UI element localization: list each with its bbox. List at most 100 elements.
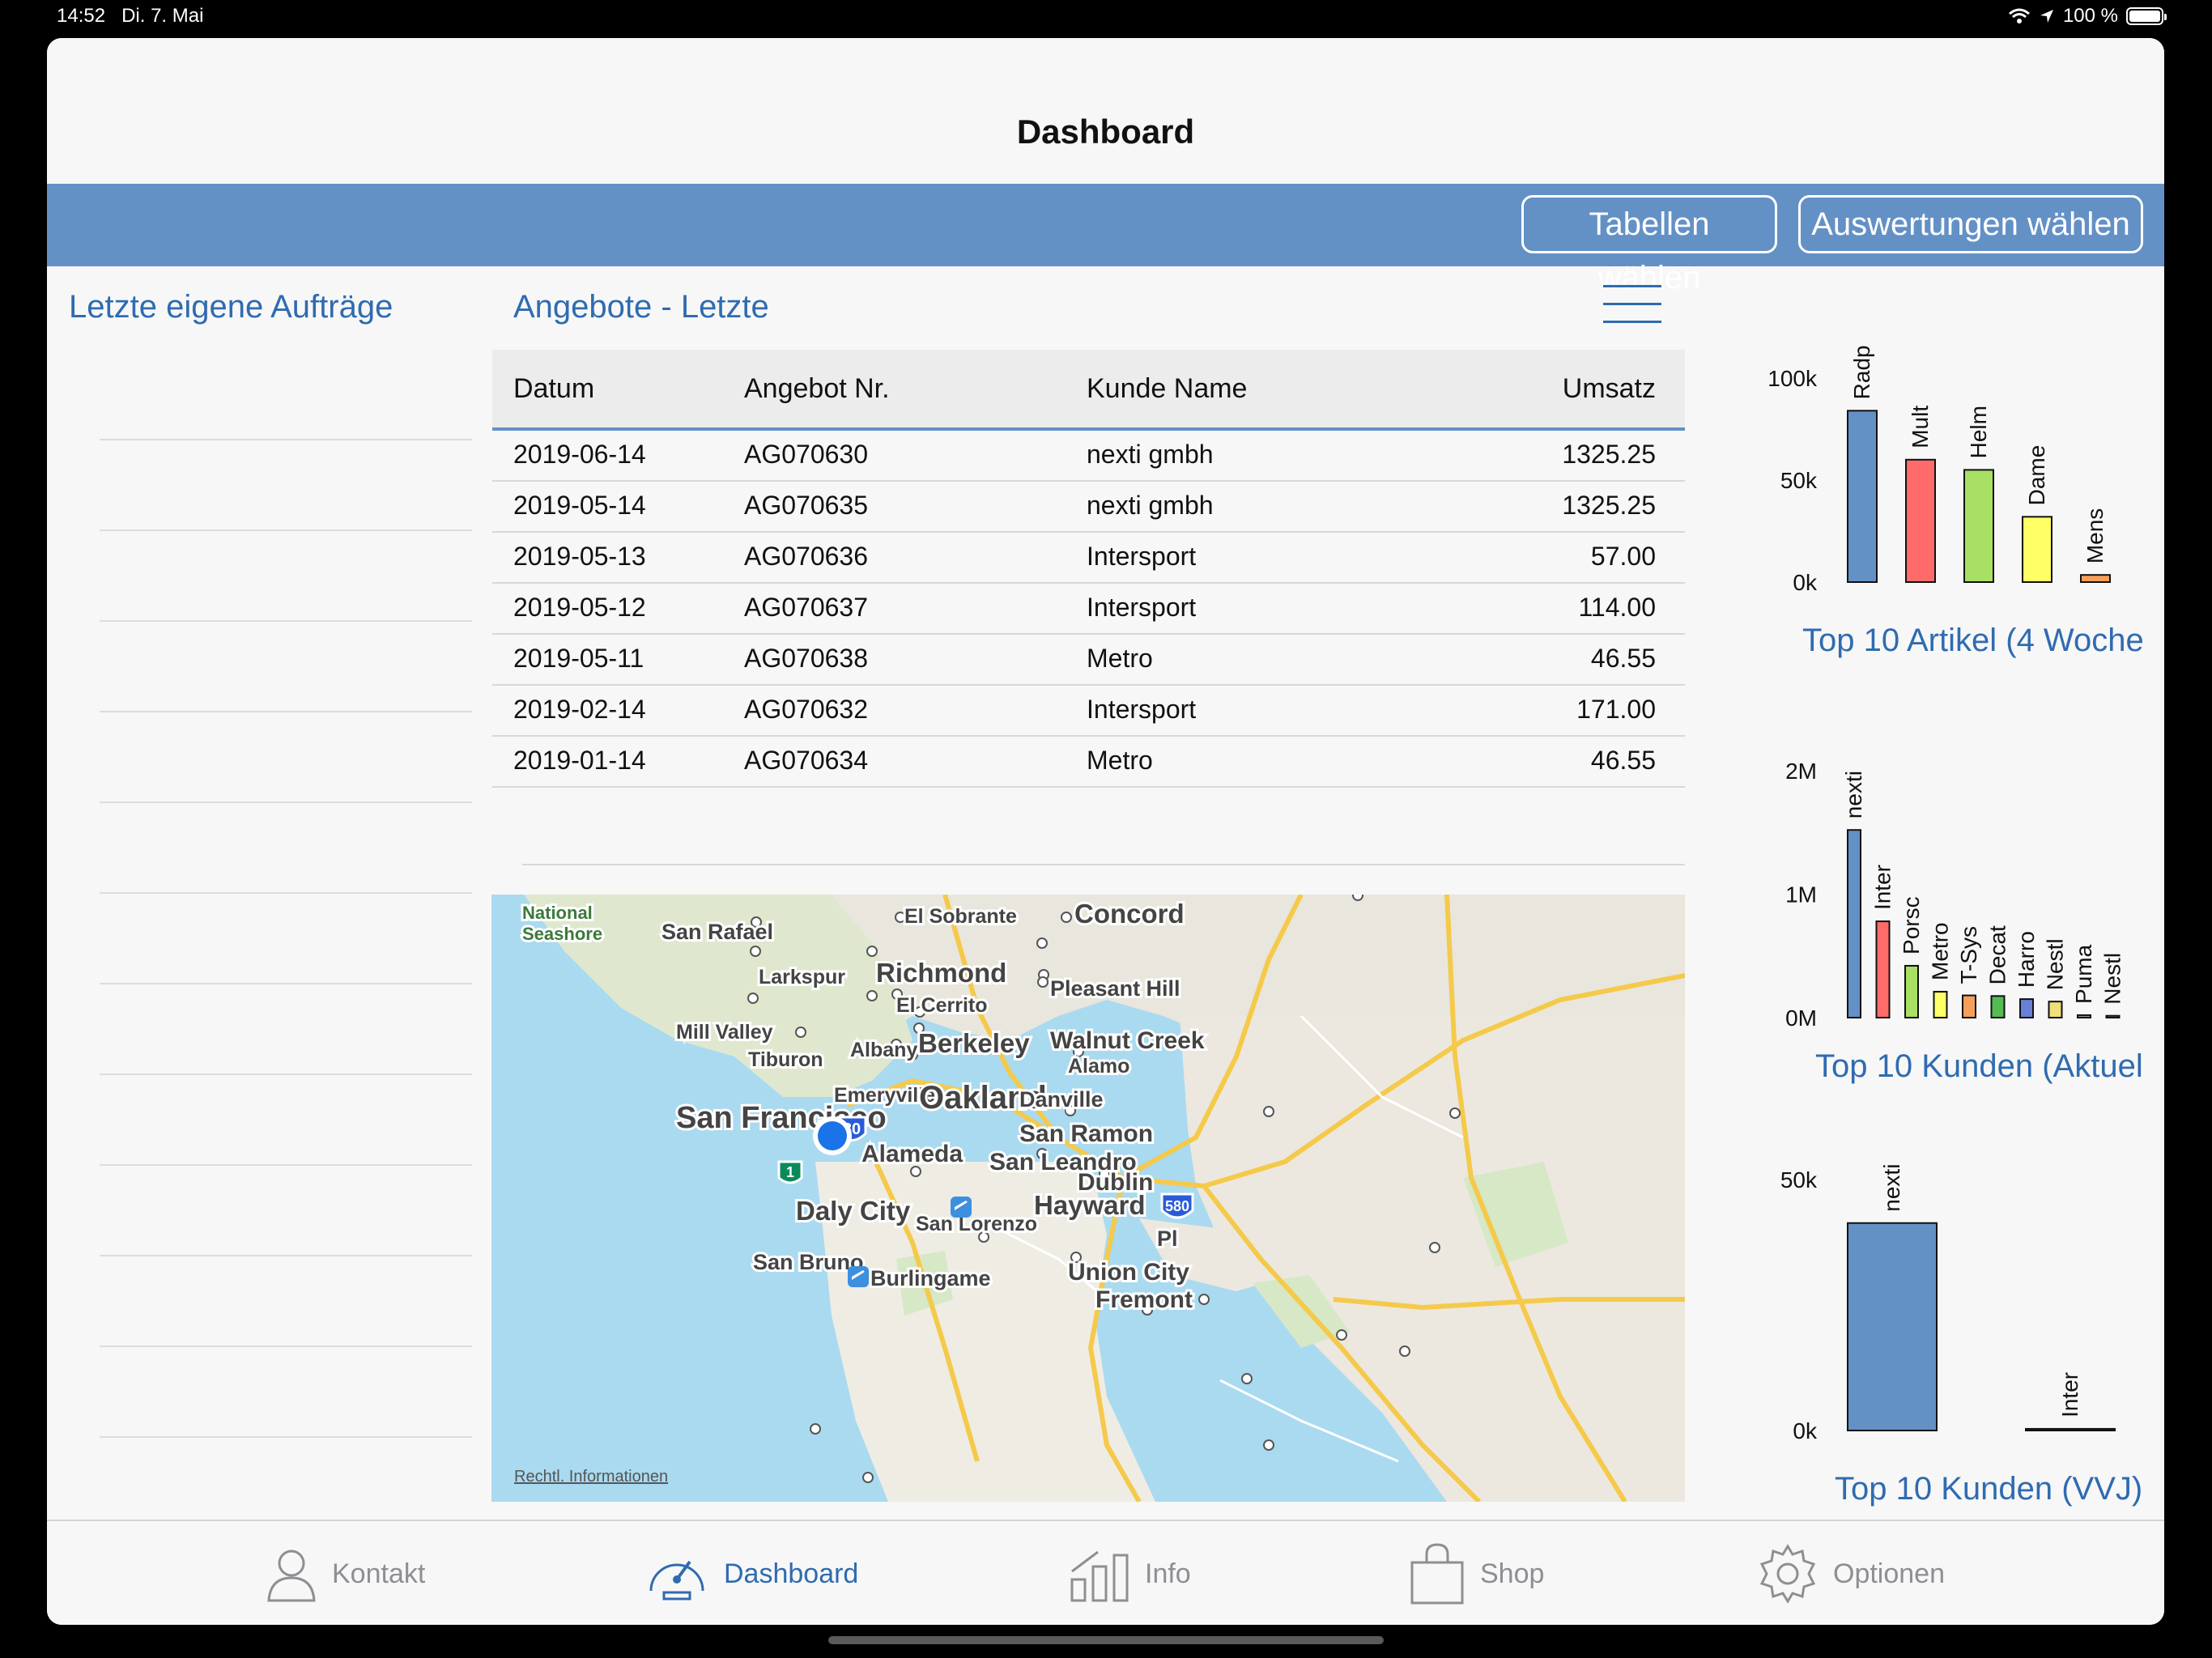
list-divider (100, 1164, 472, 1166)
tab-shop[interactable]: Shop (1409, 1521, 1544, 1625)
tab-label: Kontakt (332, 1558, 426, 1589)
status-right: 100 % (2008, 5, 2167, 28)
bar[interactable] (2019, 998, 2034, 1018)
cell-customer: Metro (1087, 644, 1153, 673)
bar[interactable] (2105, 1014, 2121, 1018)
list-divider (100, 620, 472, 622)
svg-text:580: 580 (1165, 1198, 1189, 1214)
bar[interactable] (2048, 1001, 2063, 1018)
map-view[interactable]: National Seashore San Rafael El Sobrante… (491, 895, 1685, 1502)
tables-select-button[interactable]: Tabellen wählen (1521, 195, 1777, 295)
map-label: San Rafael (661, 920, 773, 944)
cell-offer-number: AG070632 (744, 695, 869, 724)
speedometer-icon (649, 1560, 704, 1601)
bar-label: Inter (2057, 1372, 2082, 1418)
toolbar: Tabellen wählen Auswertungen wählen (47, 184, 2164, 295)
bar[interactable] (1990, 995, 2006, 1018)
bar[interactable] (1847, 829, 1861, 1018)
bar-chart-icon (1070, 1550, 1129, 1602)
shopping-bag-icon (1410, 1543, 1464, 1605)
list-divider (100, 892, 472, 894)
list-divider (100, 711, 472, 712)
y-tick-label: 0k (1793, 570, 1818, 595)
bar[interactable] (1847, 410, 1878, 583)
cell-revenue: 57.00 (1590, 542, 1656, 571)
bar[interactable] (2077, 1014, 2091, 1019)
table-row[interactable]: 2019-05-14 AG070635 nexti gmbh 1325.25 (492, 482, 1685, 533)
table-row[interactable]: 2019-05-11 AG070638 Metro 46.55 (492, 635, 1685, 686)
bar[interactable] (1904, 964, 1919, 1019)
tab-optionen[interactable]: Optionen (1757, 1521, 1945, 1625)
map-label: San Lorenzo (916, 1213, 1037, 1235)
map-label: Walnut Creek (1050, 1027, 1205, 1054)
analyses-select-button[interactable]: Auswertungen wählen (1798, 195, 2143, 253)
chart-top-customers-previous-year[interactable]: 0k 50k nexti Inter Top 10 Kunden (VVJ) (1739, 1131, 2160, 1520)
bar[interactable] (1875, 920, 1891, 1018)
location-arrow-icon (2040, 10, 2053, 23)
bar[interactable] (2025, 1427, 2116, 1431)
table-row[interactable]: 2019-02-14 AG070632 Intersport 171.00 (492, 686, 1685, 737)
cell-revenue: 171.00 (1576, 695, 1656, 724)
map-label: Seashore (522, 924, 602, 944)
list-divider (100, 439, 472, 440)
y-tick-label: 50k (1780, 1167, 1818, 1192)
chart-top-articles[interactable]: 0k 50k 100k Radp Mult Helm Dame Mens Top 10 Art… (1739, 305, 2160, 686)
cell-offer-number: AG070636 (744, 542, 869, 571)
battery-icon (2126, 7, 2167, 25)
map-label: Dublin (1078, 1169, 1153, 1196)
bar[interactable] (1963, 469, 1994, 583)
map-label: El Sobrante (904, 905, 1017, 928)
column-header-revenue[interactable]: Umsatz (1562, 373, 1656, 404)
column-header-customer[interactable]: Kunde Name (1087, 373, 1248, 404)
map-label: Alamo (1068, 1055, 1129, 1078)
tab-kontakt[interactable]: Kontakt (266, 1521, 425, 1625)
table-row[interactable]: 2019-06-14 AG070630 nexti gmbh 1325.25 (492, 431, 1685, 482)
tab-dashboard[interactable]: Dashboard (644, 1521, 858, 1625)
tab-label: Info (1145, 1558, 1191, 1589)
bar[interactable] (1905, 458, 1936, 583)
highway-shield-580: 580 (1160, 1192, 1194, 1219)
map-label: Oakland (919, 1080, 1047, 1116)
status-bar: 14:52 Di. 7. Mai 100 % (0, 0, 2212, 36)
cell-date: 2019-05-13 (513, 542, 646, 571)
bar-label: Dame (2024, 445, 2049, 506)
table-header: Datum Angebot Nr. Kunde Name Umsatz (492, 350, 1685, 431)
table-row[interactable]: 2019-05-13 AG070636 Intersport 57.00 (492, 533, 1685, 584)
map-label: Albany (850, 1039, 917, 1061)
cell-offer-number: AG070638 (744, 644, 869, 673)
map-label: San Ramon (1019, 1120, 1153, 1147)
offers-title: Angebote - Letzte (513, 289, 769, 325)
offers-table: Datum Angebot Nr. Kunde Name Umsatz 2019… (492, 350, 1685, 788)
bar-label: Inter (1870, 865, 1895, 910)
chart-top-customers-current[interactable]: 0M 1M 2M nexti Inter Porsc Metro T-Sys Decat Harr… (1739, 718, 2160, 1107)
cell-customer: Metro (1087, 746, 1153, 775)
map-legal-link[interactable]: Rechtl. Informationen (514, 1468, 668, 1486)
y-tick-label: 100k (1767, 366, 1818, 391)
current-location-dot[interactable] (818, 1121, 847, 1150)
table-row[interactable]: 2019-05-12 AG070637 Intersport 114.00 (492, 584, 1685, 635)
list-divider (100, 983, 472, 984)
cell-date: 2019-02-14 (513, 695, 646, 724)
bar[interactable] (1933, 990, 1948, 1019)
bar[interactable] (1962, 994, 1976, 1018)
home-indicator[interactable] (828, 1636, 1384, 1644)
column-header-date[interactable]: Datum (513, 373, 595, 404)
hamburger-menu-icon[interactable] (1603, 285, 1661, 324)
map-label: Daly City (796, 1196, 911, 1226)
cell-revenue: 46.55 (1590, 644, 1656, 673)
bar[interactable] (2022, 516, 2052, 583)
table-row[interactable]: 2019-01-14 AG070634 Metro 46.55 (492, 737, 1685, 788)
status-time-date: 14:52 Di. 7. Mai (57, 5, 204, 27)
cell-customer: nexti gmbh (1087, 491, 1214, 520)
map-label: San Bruno (753, 1250, 864, 1274)
bar-label: Decat (1985, 925, 2010, 984)
bar-label: nexti (1841, 771, 1866, 818)
cell-date: 2019-05-12 (513, 593, 646, 622)
bar[interactable] (2080, 574, 2111, 583)
tab-info[interactable]: Info (1069, 1521, 1191, 1625)
y-tick-label: 0k (1793, 1418, 1818, 1443)
map-label: Hayward (1034, 1190, 1146, 1220)
y-tick-label: 2M (1785, 759, 1817, 784)
bar[interactable] (1847, 1222, 1938, 1431)
column-header-offer-number[interactable]: Angebot Nr. (744, 373, 890, 404)
